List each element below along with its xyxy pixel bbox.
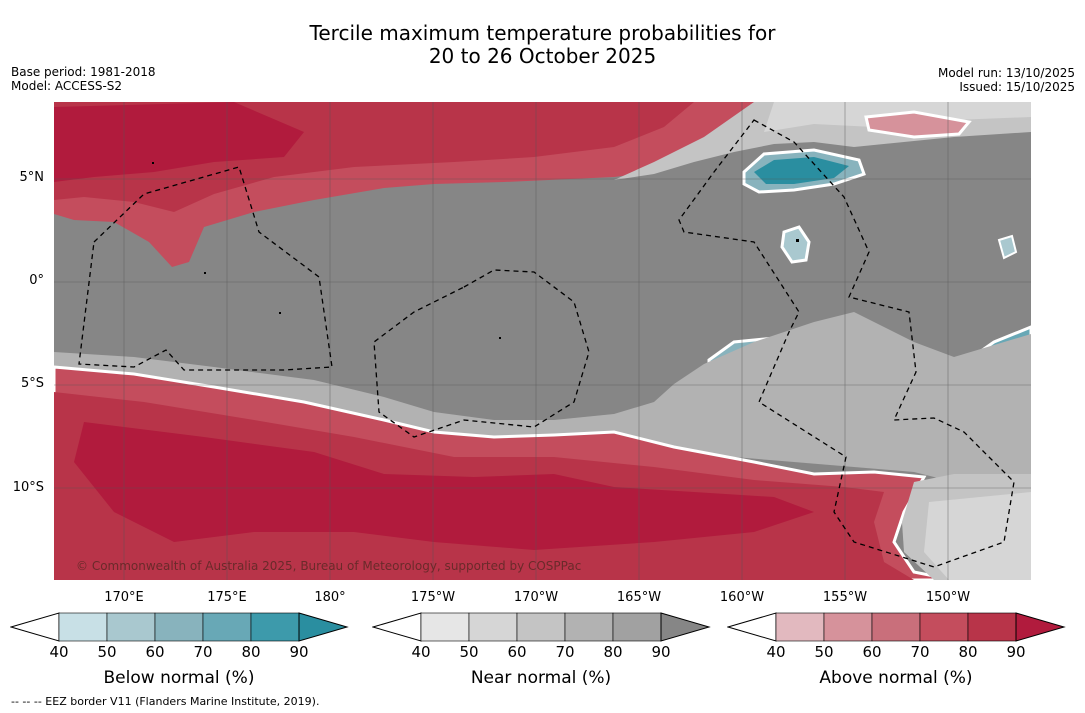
lon-label-170w: 170°W [513,590,559,605]
lat-label-5s: 5°S [20,376,44,391]
below-blob-east-small [997,234,1018,260]
colorbar-near [372,612,711,642]
meta-left: Base period: 1981-2018 Model: ACCESS-S2 [11,65,156,93]
above-extend-high [1015,612,1066,642]
below-extend-low [10,612,60,642]
above-bin-1 [775,612,825,642]
probability-map [54,102,1031,580]
above-bin-5 [967,612,1017,642]
grid-lines [54,102,1031,580]
below-bin-4 [202,612,252,642]
near-bin-3 [516,612,566,642]
lon-label-170e: 170°E [104,590,144,605]
below-bin-2 [106,612,156,642]
near-tick-80: 80 [603,643,623,661]
near-tick-90: 90 [651,643,671,661]
issued-date: Issued: 15/10/2025 [959,80,1075,94]
above-tick-90: 90 [1006,643,1026,661]
near-tick-40: 40 [411,643,431,661]
lon-label-175e: 175°E [207,590,247,605]
above-normal-title: Above normal (%) [819,668,973,688]
lon-label-155w: 155°W [822,590,868,605]
near-bin-2 [468,612,518,642]
below-normal-title: Below normal (%) [103,668,255,688]
lon-label-160w: 160°W [719,590,765,605]
below-tick-90: 90 [289,643,309,661]
above-bin-3 [871,612,921,642]
eez-footnote: -- -- -- EEZ border V11 (Flanders Marine… [11,695,320,708]
colorbar-above [727,612,1066,642]
below-tick-70: 70 [193,643,213,661]
above-extend-low [727,612,777,642]
near-southeast-light [924,492,1031,580]
near-normal-title: Near normal (%) [470,668,612,688]
above-bin-4 [919,612,969,642]
eez-borders [78,119,1015,568]
near-bin-1 [420,612,470,642]
colorbar-below [10,612,349,642]
below-tick-40: 40 [49,643,69,661]
lon-label-150w: 150°W [925,590,971,605]
lat-label-5n: 5°N [19,170,45,185]
meta-right: Model run: 13/10/2025 Issued: 15/10/2025 [938,66,1075,94]
lat-label-10s: 10°S [12,480,44,495]
near-extend-high [660,612,711,642]
above-tick-70: 70 [910,643,930,661]
lon-label-180: 180° [314,590,346,605]
model-run: Model run: 13/10/2025 [937,66,1075,80]
near-south-halo [54,312,1031,482]
islands [152,162,799,339]
model-name: Model: ACCESS-S2 [11,79,123,93]
above-patch-northeast [864,110,972,139]
map-svg [54,102,1031,580]
lon-label-175w: 175°W [410,590,456,605]
below-bin-1 [58,612,108,642]
below-extend-high [298,612,349,642]
below-tick-80: 80 [241,643,261,661]
near-tick-70: 70 [555,643,575,661]
above-tick-60: 60 [862,643,882,661]
base-period: Base period: 1981-2018 [11,65,156,79]
above-tick-40: 40 [766,643,786,661]
below-blob-small [780,225,811,264]
near-bin-4 [564,612,614,642]
below-tick-50: 50 [97,643,117,661]
chart-title-line1: Tercile maximum temperature probabilitie… [309,21,776,45]
lat-label-0: 0° [29,273,44,288]
lon-label-165w: 165°W [616,590,662,605]
above-north-band-max [54,102,304,182]
near-tick-60: 60 [507,643,527,661]
above-tick-80: 80 [958,643,978,661]
copyright-notice: © Commonwealth of Australia 2025, Bureau… [76,559,582,573]
below-bin-5 [250,612,300,642]
below-tick-60: 60 [145,643,165,661]
near-bin-5 [612,612,662,642]
above-bin-2 [823,612,873,642]
near-extend-low [372,612,422,642]
above-south-band-max [74,422,814,550]
near-tick-50: 50 [459,643,479,661]
below-bin-3 [154,612,204,642]
above-tick-50: 50 [814,643,834,661]
chart-title-line2: 20 to 26 October 2025 [428,44,657,68]
